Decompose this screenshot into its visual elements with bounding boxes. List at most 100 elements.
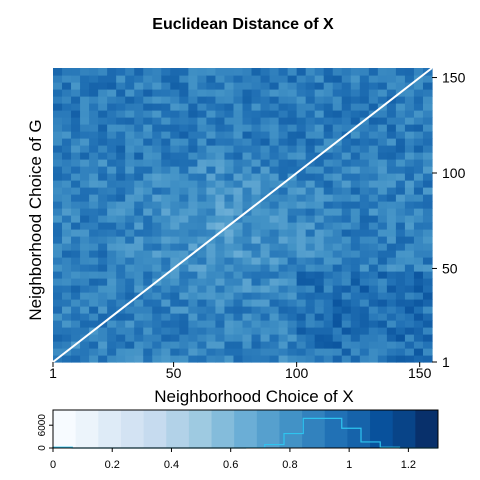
heatmap-cell [341,264,352,272]
heatmap-cell [413,306,424,314]
heatmap-cell [134,187,144,195]
heatmap-cell [80,348,90,356]
heatmap-cell [341,194,352,202]
heatmap-cell [152,327,162,335]
heatmap-cell [251,236,262,244]
heatmap-cell [215,320,226,328]
heatmap-cell [350,292,361,300]
heatmap-cell [413,320,424,328]
heatmap-cell [251,103,262,111]
heatmap-cell [278,229,289,237]
heatmap-cell [71,173,81,181]
heatmap-cell [395,75,406,83]
heatmap-cell [305,348,316,356]
heatmap-cell [395,334,406,342]
heatmap-cell [143,313,153,321]
heatmap-cell [278,187,289,195]
heatmap-cell [278,124,289,132]
heatmap-cell [188,327,198,335]
heatmap-cell [251,110,262,118]
heatmap-cell [62,194,72,202]
heatmap-cell [404,250,415,258]
heatmap-cell [89,124,99,132]
heatmap-cell [152,110,162,118]
heatmap-cell [62,236,72,244]
heatmap-cell [125,166,135,174]
heatmap-cell [152,257,162,265]
heatmap-cell [242,236,253,244]
heatmap-cell [350,110,361,118]
heatmap-cell [179,201,189,209]
heatmap-cell [269,180,280,188]
heatmap-cell [125,355,135,363]
heatmap-cell [215,75,226,83]
heatmap-cell [125,68,135,76]
heatmap-cell [188,173,198,181]
heatmap-cell [413,208,424,216]
heatmap-cell [323,173,334,181]
heatmap-cell [134,68,144,76]
heatmap-cell [422,278,433,286]
heatmap-cell [242,117,253,125]
heatmap-cell [134,327,144,335]
heatmap-cell [251,320,262,328]
heatmap-cell [80,292,90,300]
heatmap-cell [53,327,63,335]
heatmap-cell [53,131,63,139]
heatmap-cell [143,334,153,342]
heatmap-cell [314,194,325,202]
heatmap-cell [143,264,153,272]
heatmap-cell [404,264,415,272]
heatmap-cell [278,215,289,223]
heatmap-cell [116,208,126,216]
heatmap-cell [152,187,162,195]
heatmap-cell [143,173,153,181]
heatmap-cell [89,180,99,188]
heatmap-cell [323,180,334,188]
heatmap-cell [233,173,244,181]
heatmap-cell [125,82,135,90]
heatmap-cell [71,285,81,293]
heatmap-cell [386,278,397,286]
heatmap-cell [188,306,198,314]
heatmap-cell [170,117,180,125]
heatmap-cell [107,278,117,286]
heatmap-cell [197,285,207,293]
heatmap-cell [125,250,135,258]
heatmap-cell [413,194,424,202]
heatmap-cell [422,152,433,160]
heatmap-cell [206,320,217,328]
heatmap-cell [188,75,198,83]
heatmap-cell [71,68,81,76]
heatmap-cell [413,166,424,174]
heatmap-cell [89,215,99,223]
heatmap-cell [197,264,207,272]
heatmap-cell [80,152,90,160]
heatmap-cell [53,334,63,342]
heatmap-cell [134,166,144,174]
heatmap-cell [242,264,253,272]
heatmap-cell [422,159,433,167]
heatmap-cell [242,285,253,293]
heatmap-cell [98,131,108,139]
heatmap-cell [404,306,415,314]
heatmap-cell [197,110,207,118]
heatmap-cell [197,229,207,237]
heatmap-cell [359,285,370,293]
heatmap-cell [377,131,388,139]
heatmap-cell [413,264,424,272]
heatmap-cell [125,236,135,244]
heatmap-cell [260,166,271,174]
heatmap-cell [188,201,198,209]
heatmap-cell [53,278,63,286]
heatmap-cell [179,194,189,202]
heatmap-cell [80,243,90,251]
heatmap-cell [71,75,81,83]
heatmap-cell [89,187,99,195]
heatmap-cell [278,327,289,335]
heatmap-cell [80,131,90,139]
heatmap-cell [161,117,171,125]
heatmap-cell [422,173,433,181]
heatmap-cell [341,82,352,90]
